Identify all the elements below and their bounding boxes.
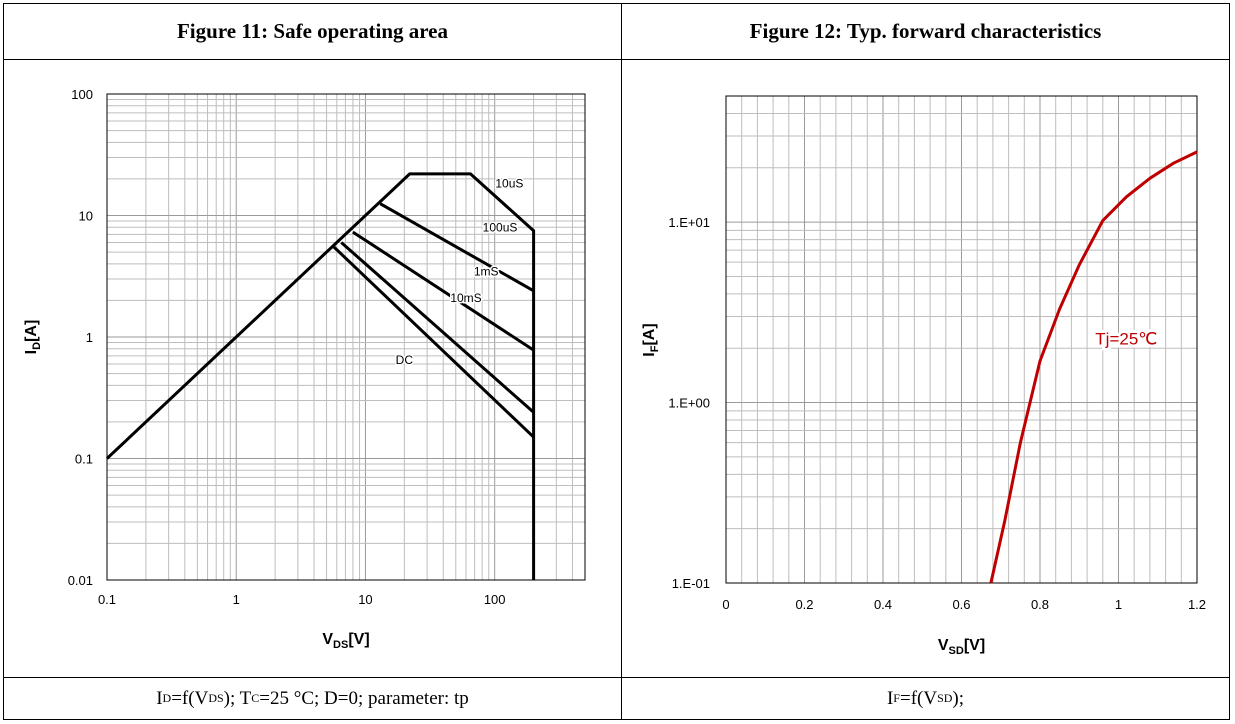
caption-text: I — [886, 687, 894, 709]
x-tick-label: 0 — [722, 597, 729, 612]
y-tick-label: 1.E+01 — [668, 215, 710, 230]
caption-subscript: SD — [937, 691, 953, 705]
figure12-title: Figure 12: Typ. forward characteristics — [749, 19, 1102, 43]
x-tick-label: 0.4 — [874, 597, 892, 612]
series-line — [332, 245, 535, 439]
caption-text: =25 °C; D=0; parameter: tp — [259, 687, 469, 709]
y-tick-label: 1 — [86, 330, 93, 345]
axis-label-main: V — [322, 631, 333, 648]
axis-label-main: I — [23, 350, 40, 354]
axis-label-subscript: SD — [949, 645, 964, 657]
x-tick-label: 1 — [233, 592, 240, 607]
series-line — [105, 172, 536, 580]
y-tick-label: 0.01 — [68, 573, 93, 588]
y-tick-label: 10 — [79, 209, 93, 224]
caption-text: =f(V — [899, 687, 938, 709]
y-tick-label: 1.E+00 — [668, 396, 710, 411]
plot-area-border — [725, 95, 1198, 584]
column-divider — [621, 3, 622, 720]
x-tick-label: 0.8 — [1031, 597, 1049, 612]
x-tick-label: 100 — [484, 592, 506, 607]
axis-label-subscript: D — [31, 342, 43, 350]
figure11-caption: I D =f(V DS); T C =25 °C; D=0; parameter: tp — [4, 678, 621, 719]
x-tick-label: 10 — [358, 592, 372, 607]
series-annotation: Tj=25℃ — [1095, 329, 1157, 348]
caption-text: =f(V — [171, 687, 209, 709]
axis-label-main: I — [641, 352, 658, 356]
series-line — [352, 230, 535, 352]
x-tick-label: 0.2 — [795, 597, 813, 612]
axis-label-subscript: DS — [333, 639, 348, 651]
axis-label-subscript: F — [649, 345, 661, 352]
caption-text: ); — [952, 687, 965, 709]
series-line — [379, 202, 535, 293]
x-tick-label: 0.6 — [952, 597, 970, 612]
series-annotation: 10uS — [495, 177, 523, 191]
axis-label: VSD[V] — [938, 637, 985, 657]
caption-text: I — [156, 687, 163, 709]
series-line — [989, 150, 1198, 584]
axis-label-unit: [A] — [641, 323, 658, 345]
axis-label: ID[A] — [23, 320, 43, 355]
y-tick-label: 0.1 — [75, 452, 93, 467]
x-tick-label: 1 — [1115, 597, 1122, 612]
caption-text: ); T — [223, 687, 252, 709]
series-annotation: 1mS — [474, 265, 499, 279]
axis-label: IF[A] — [641, 323, 661, 356]
plot-area-border — [106, 93, 586, 581]
figure-table — [3, 3, 1230, 720]
axis-label-unit: [V] — [964, 637, 985, 654]
series-annotation: 10mS — [450, 291, 481, 305]
caption-subscript: C — [251, 691, 260, 705]
axis-label-unit: [A] — [23, 320, 40, 342]
caption-divider — [3, 677, 1230, 678]
x-tick-label: 1.2 — [1188, 597, 1206, 612]
caption-subscript: F — [893, 691, 900, 705]
figure12-caption: I F =f(V SD); — [622, 678, 1229, 719]
figure11-title: Figure 11: Safe operating area — [176, 19, 449, 43]
axis-label: VDS[V] — [322, 631, 369, 651]
axis-label-unit: [V] — [348, 631, 369, 648]
header-divider — [3, 59, 1230, 60]
series-annotation: 100uS — [483, 220, 518, 234]
series-line — [340, 241, 535, 414]
series-annotation: DC — [396, 353, 414, 367]
y-tick-label: 100 — [71, 87, 93, 102]
y-tick-label: 1.E-01 — [672, 576, 710, 591]
caption-subscript: D — [162, 691, 172, 705]
axis-label-main: V — [938, 637, 949, 654]
x-tick-label: 0.1 — [98, 592, 116, 607]
caption-subscript: DS — [208, 691, 224, 705]
